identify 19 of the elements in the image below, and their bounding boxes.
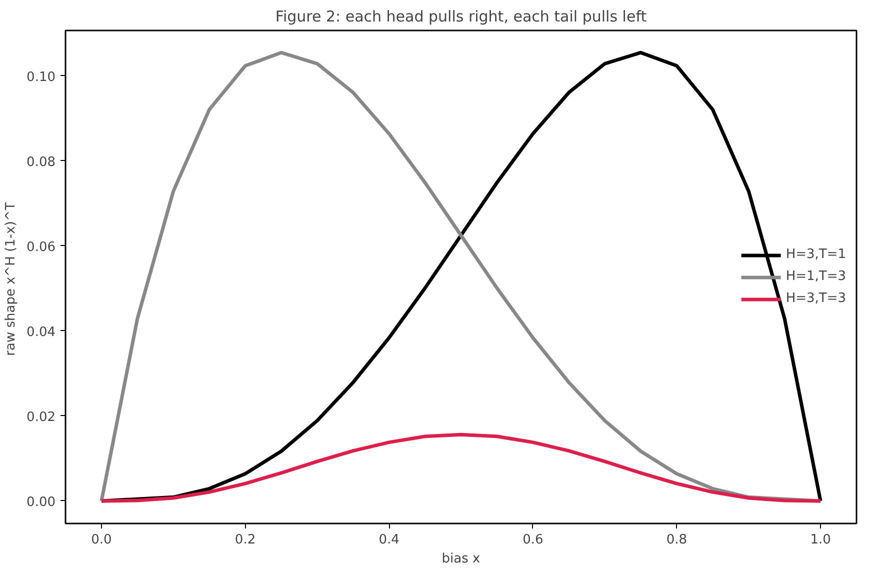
x-tick-label: 0.8: [666, 532, 688, 548]
x-axis-title: bias x: [442, 552, 481, 566]
chart-title: Figure 2: each head pulls right, each tail pulls left: [275, 8, 647, 26]
x-tick-label: 0.6: [522, 532, 544, 548]
y-tick-label: 0.08: [26, 154, 56, 170]
x-tick-label: 1.0: [810, 532, 831, 548]
y-tick-label: 0.10: [26, 70, 56, 85]
legend-label: H=1,T=3: [786, 269, 846, 284]
y-axis-title: raw shape x^H (1-x)^T: [4, 202, 19, 356]
x-tick-label: 0.4: [378, 532, 400, 548]
legend-label: H=3,T=3: [786, 291, 846, 306]
x-tick-label: 0.0: [91, 532, 112, 548]
y-tick-label: 0.04: [26, 324, 56, 340]
y-tick-label: 0.06: [26, 240, 56, 255]
legend-label: H=3,T=1: [786, 247, 846, 262]
y-tick-label: 0.02: [26, 410, 56, 425]
y-tick-label: 0.00: [26, 494, 56, 510]
x-tick-label: 0.2: [234, 532, 256, 548]
line-series: [100, 432, 822, 503]
